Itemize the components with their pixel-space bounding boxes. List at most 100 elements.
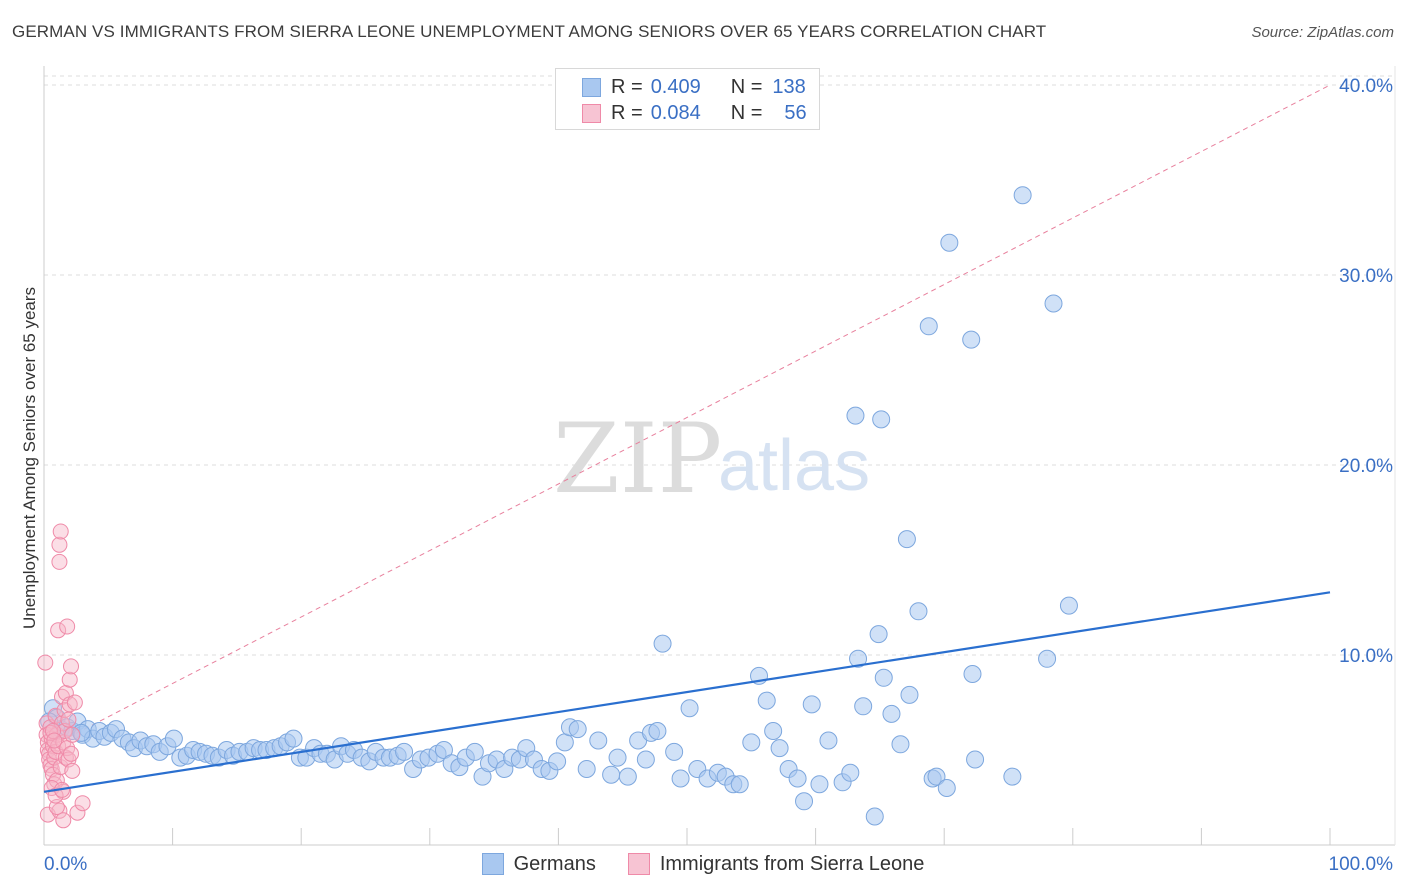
data-point-germans xyxy=(548,752,567,771)
data-point-germans xyxy=(869,625,888,644)
legend-row-germans: R = 0.409 N = 138 xyxy=(582,74,806,100)
y-tick-label: 20.0% xyxy=(1339,456,1393,477)
data-point-sierra-leone xyxy=(50,622,67,639)
correlation-legend: R = 0.409 N = 138 R = 0.084 N = 56 xyxy=(555,68,820,130)
legend-r-label: R = xyxy=(611,75,643,98)
data-point-germans xyxy=(819,731,838,750)
legend-swatch-blue xyxy=(481,853,504,875)
data-point-sierra-leone xyxy=(51,536,68,553)
data-point-germans xyxy=(966,750,985,769)
data-point-germans xyxy=(636,750,655,769)
watermark-atlas: atlas xyxy=(718,426,870,506)
data-point-germans xyxy=(900,685,919,704)
legend-swatch-pink xyxy=(627,853,650,875)
data-point-germans xyxy=(284,729,303,748)
data-point-germans xyxy=(882,704,901,723)
data-point-germans xyxy=(927,767,946,786)
grid-lines xyxy=(44,75,1395,656)
data-point-germans xyxy=(653,634,672,653)
data-point-germans xyxy=(648,722,667,740)
x-tick-label: 0.0% xyxy=(44,854,87,875)
legend-item-germans[interactable]: Germans xyxy=(481,852,596,876)
data-point-sierra-leone xyxy=(51,553,68,570)
data-point-germans xyxy=(1003,767,1022,786)
data-point-germans xyxy=(963,665,982,683)
data-point-sierra-leone xyxy=(55,812,72,829)
data-point-germans xyxy=(742,733,761,752)
trend-line-sierra-leone xyxy=(43,84,1331,751)
legend-item-sierra-leone[interactable]: Immigrants from Sierra Leone xyxy=(627,852,925,876)
legend-swatch-blue xyxy=(582,77,601,97)
trend-line-dashed xyxy=(43,84,1331,751)
data-point-sierra-leone xyxy=(63,658,80,675)
y-tick-label: 40.0% xyxy=(1339,76,1393,97)
data-point-sierra-leone xyxy=(69,804,86,821)
legend-n-value: 56 xyxy=(784,101,807,124)
legend-label-sierra-leone: Immigrants from Sierra Leone xyxy=(659,852,925,875)
data-point-germans xyxy=(802,695,821,714)
data-point-germans xyxy=(395,742,414,761)
data-point-sierra-leone xyxy=(61,671,78,688)
chart-title: GERMAN VS IMMIGRANTS FROM SIERRA LEONE U… xyxy=(12,22,1047,41)
data-point-sierra-leone xyxy=(66,694,83,711)
data-point-germans xyxy=(897,530,916,549)
data-point-germans xyxy=(164,729,183,748)
data-point-germans xyxy=(854,697,873,716)
data-point-germans xyxy=(618,767,637,786)
data-point-germans xyxy=(874,668,893,687)
watermark-zip: ZIP xyxy=(553,403,722,515)
points-sierra-leone xyxy=(37,523,91,829)
data-point-germans xyxy=(1013,186,1032,205)
data-point-sierra-leone xyxy=(46,732,63,749)
data-point-germans xyxy=(1059,596,1078,615)
legend-n-value: 138 xyxy=(772,75,806,98)
data-point-germans xyxy=(568,720,587,739)
data-point-germans xyxy=(810,775,829,794)
legend-n-label: N = xyxy=(730,75,763,98)
data-point-germans xyxy=(577,760,596,778)
data-point-germans xyxy=(555,733,574,752)
trend-line-solid xyxy=(43,591,1331,793)
data-point-sierra-leone xyxy=(63,745,80,762)
data-point-germans xyxy=(434,741,453,759)
legend-label-germans: Germans xyxy=(513,852,596,875)
legend-r-value: 0.084 xyxy=(650,101,701,124)
data-point-germans xyxy=(665,742,684,761)
data-point-germans xyxy=(846,406,865,425)
watermark: ZIP atlas xyxy=(553,403,870,515)
data-point-germans xyxy=(770,739,789,758)
legend-r-value: 0.409 xyxy=(650,75,701,98)
data-point-germans xyxy=(849,649,868,668)
data-point-germans xyxy=(1038,649,1057,668)
data-point-germans xyxy=(872,410,891,429)
legend-row-sierra-leone: R = 0.084 N = 56 xyxy=(582,100,807,126)
data-point-germans xyxy=(919,317,938,336)
data-point-sierra-leone xyxy=(60,711,77,728)
data-point-germans xyxy=(909,602,928,621)
data-point-germans xyxy=(962,330,981,349)
axes xyxy=(43,66,1396,846)
data-point-germans xyxy=(589,731,608,750)
data-point-germans xyxy=(1044,294,1063,313)
data-point-germans xyxy=(788,769,807,788)
y-tick-label: 10.0% xyxy=(1339,646,1393,667)
data-point-germans xyxy=(940,233,959,252)
data-point-germans xyxy=(465,742,484,761)
legend-r-label: R = xyxy=(611,101,643,124)
data-point-sierra-leone xyxy=(74,795,91,812)
data-point-sierra-leone xyxy=(42,724,59,741)
data-point-sierra-leone xyxy=(48,799,65,815)
data-point-germans xyxy=(937,779,956,797)
data-point-germans xyxy=(671,769,690,788)
data-point-germans xyxy=(841,763,860,782)
data-point-germans xyxy=(764,722,783,740)
tick-labels: 10.0% 20.0% 30.0% 40.0% 0.0% 100.0% xyxy=(44,76,1393,875)
data-point-sierra-leone xyxy=(64,726,81,743)
y-tick-label: 30.0% xyxy=(1339,266,1393,287)
legend-swatch-pink xyxy=(582,103,601,123)
data-point-sierra-leone xyxy=(59,618,76,635)
x-tick-label: 100.0% xyxy=(1329,854,1394,875)
data-point-germans xyxy=(602,765,621,784)
series-legend: Germans Immigrants from Sierra Leone xyxy=(0,850,1406,878)
